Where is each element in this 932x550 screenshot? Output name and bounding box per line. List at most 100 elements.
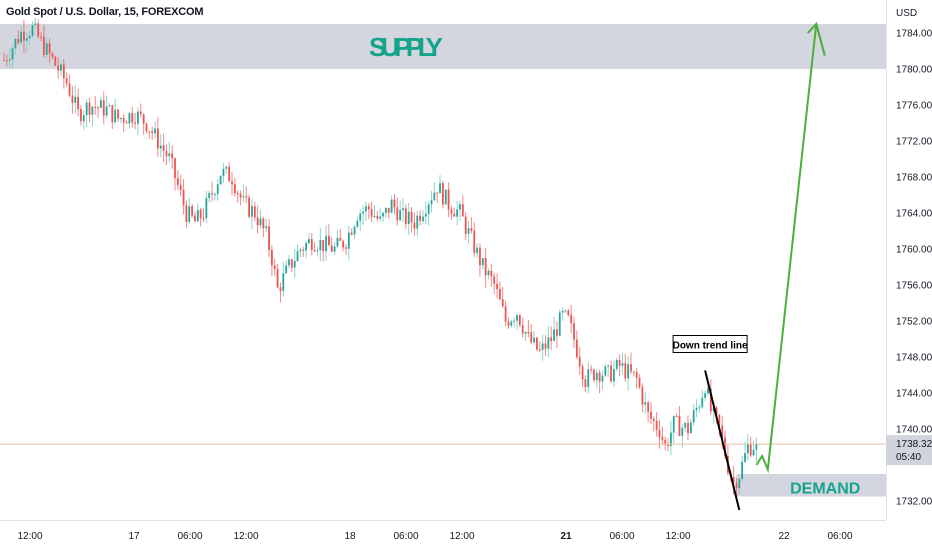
candle-body [245,196,248,198]
candle-body [621,363,624,366]
chart-title: Gold Spot / U.S. Dollar, 15, FOREXCOM [6,6,204,18]
trend-label: Down trend line [673,341,748,352]
candle-body [231,181,233,185]
candle-body [91,106,94,115]
candle-body [205,198,208,219]
candle-body [670,432,672,446]
candle-body [248,197,250,217]
candle-body [724,437,726,456]
candle-body [271,250,273,266]
candle-body [376,216,379,219]
candle-body [162,145,165,151]
annotations-layer: Down trend line [672,22,826,511]
candle-body [507,321,510,326]
price-axis-unit: USD [896,8,917,19]
candle-body [122,117,125,123]
candle-body [34,23,37,26]
candle-body [524,332,527,334]
candles-layer [3,17,758,496]
candle-body [664,439,667,445]
candle-body [718,414,721,426]
candle-body [741,461,744,479]
time-tick-label: 17 [128,531,140,542]
candle-body [154,128,156,134]
candle-body [689,422,692,434]
candle-body [5,60,8,62]
down-trend-line[interactable] [704,370,741,511]
candle-body [610,365,612,382]
candle-body [350,232,353,235]
candle-body [476,247,478,254]
candle-body [453,213,456,217]
price-tick-label: 1744.00 [896,389,932,400]
candle-body [43,36,45,55]
price-tick-label: 1740.00 [896,425,932,436]
time-tick-label: 06:00 [177,531,202,542]
projection-path [755,23,826,474]
price-tick-label: 1748.00 [896,353,932,364]
candle-body [302,249,305,251]
candle-body [567,310,570,316]
candle-body [635,372,638,378]
candle-body [607,365,610,367]
candle-body [601,375,604,382]
candle-body [37,23,40,37]
candle-body [279,287,282,291]
candle-body [40,36,42,38]
candle-body [276,268,279,288]
candle-body [23,31,25,41]
candle-body [655,420,658,430]
candle-body [25,38,28,41]
candle-body [111,105,114,123]
candle-body [228,166,231,182]
candle-body [456,209,459,217]
candle-body [464,216,467,234]
candle-body [325,235,327,252]
candle-body [749,444,752,456]
time-tick-label: 22 [778,531,790,542]
candle-body [442,183,444,205]
time-axis[interactable]: 12:00 17 06:00 12:00 18 06:00 12:00 21 06:00 12:0… [0,520,886,550]
candle-body [125,122,128,124]
candle-body [299,249,302,252]
candle-body [174,158,176,179]
price-tick-label: 1768.00 [896,173,932,184]
candle-body [698,407,701,409]
candle-body [347,232,350,249]
candle-body [105,106,108,116]
candle-body [553,329,555,342]
price-axis[interactable]: USD 1784.00 1780.00 1776.00 1772.00 1768.00 17… [886,0,932,550]
candle-body [359,213,362,221]
candle-body [191,206,193,216]
candle-body [570,315,573,324]
candle-body [650,411,652,419]
candle-body [259,218,262,226]
candle-body [313,249,316,251]
price-tick-label: 1776.00 [896,101,932,112]
candle-body [148,131,151,133]
candle-body [399,210,402,221]
countdown-label: 05:40 [896,452,921,463]
candle-body [433,192,436,201]
candle-body [467,228,470,234]
candle-body [367,206,370,210]
candle-body [755,444,758,450]
candle-body [222,168,225,176]
candle-body [322,239,325,252]
candle-body [595,372,598,381]
candle-body [533,337,535,343]
candle-body [14,38,17,49]
candle-body [538,349,541,351]
candle-body [735,482,738,489]
candle-body [385,207,387,213]
candle-body [530,332,533,343]
candle-body [641,387,644,405]
demand-zone [736,474,886,497]
candle-body [342,240,345,248]
candle-body [373,216,376,218]
candle-body [142,114,145,124]
demand-label: DEMAND [790,481,860,498]
candle-body [285,265,288,274]
candle-body [71,95,74,103]
